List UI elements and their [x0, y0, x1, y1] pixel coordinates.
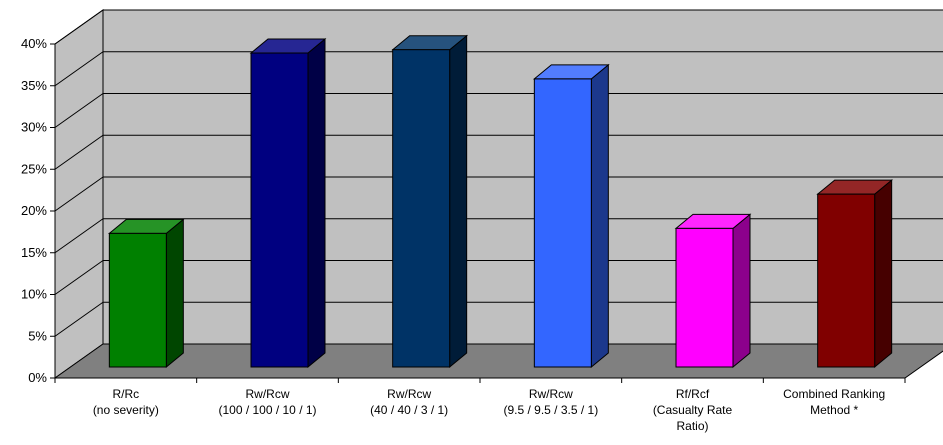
floor	[53, 343, 943, 379]
bar-front	[392, 49, 451, 368]
x-tick-label: Rw/Rcw (9.5 / 9.5 / 3.5 / 1)	[503, 387, 598, 417]
gridlines	[54, 9, 943, 337]
gridline-side	[54, 176, 104, 212]
gridline-side	[54, 218, 104, 254]
y-tick-label: 35%	[21, 78, 47, 93]
bar-side	[307, 37, 326, 369]
gridline-side	[54, 9, 104, 45]
bar-side	[449, 34, 468, 369]
x-tick-label-line: Rw/Rcw	[387, 387, 431, 401]
bar-side	[590, 63, 609, 369]
y-tick-label: 5%	[28, 328, 47, 343]
chart-walls	[53, 9, 943, 379]
x-tick-label-line: Combined Ranking	[783, 387, 885, 401]
gridline-side	[54, 93, 104, 128]
x-tick-label: Combined Ranking Method *	[783, 387, 885, 417]
gridline-side	[54, 301, 104, 337]
x-tick-label-line: Rw/Rcw	[246, 387, 290, 401]
y-tick-labels: 0% 5% 10% 15% 20% 25% 30% 35% 40%	[21, 36, 47, 385]
x-tick-label-line: (40 / 40 / 3 / 1)	[370, 403, 448, 417]
bar-5	[816, 179, 894, 369]
y-tick-label: 10%	[21, 287, 47, 302]
y-tick-label: 0%	[28, 370, 47, 385]
bar-2	[391, 34, 469, 369]
x-tick-label: Rf/Rcf (Casualty Rate Ratio)	[653, 387, 733, 433]
bar-front	[108, 232, 167, 368]
x-tick-label-line: (9.5 / 9.5 / 3.5 / 1)	[503, 403, 598, 417]
gridline-side	[54, 260, 104, 295]
x-tick-label: R/Rc (no severity)	[93, 387, 159, 417]
gridline-side	[54, 51, 104, 87]
x-tick-label-line: Ratio)	[676, 419, 708, 433]
x-tick-label-line: (100 / 100 / 10 / 1)	[218, 403, 316, 417]
x-tick-label-line: (Casualty Rate	[653, 403, 733, 417]
bar-front	[250, 52, 309, 368]
bar-side	[165, 218, 184, 369]
y-tick-label: 15%	[21, 245, 47, 260]
gridline-side	[54, 134, 104, 170]
x-tick-label-line: R/Rc	[112, 387, 139, 401]
bar-side	[732, 213, 751, 369]
axes	[50, 43, 906, 383]
bar-front	[817, 193, 876, 368]
y-tick-label: 20%	[21, 203, 47, 218]
x-tick-label: Rw/Rcw (100 / 100 / 10 / 1)	[218, 387, 316, 417]
x-tick-label-line: Rf/Rcf	[676, 387, 710, 401]
x-tick-label-line: Method *	[810, 403, 858, 417]
x-tick-label: Rw/Rcw (40 / 40 / 3 / 1)	[370, 387, 448, 417]
bar-front	[675, 227, 734, 368]
bar-front	[533, 78, 592, 368]
x-tick-labels: R/Rc (no severity) Rw/Rcw (100 / 100 / 10 /…	[93, 387, 885, 433]
x-tick-label-line: (no severity)	[93, 403, 159, 417]
bar-4	[674, 213, 752, 369]
bars	[107, 34, 894, 369]
bar-side	[874, 179, 893, 369]
x-tick-label-line: Rw/Rcw	[529, 387, 573, 401]
y-tick-label: 25%	[21, 161, 47, 176]
bar-0	[107, 218, 185, 369]
bar-3	[532, 63, 610, 369]
bar-1	[249, 37, 327, 369]
y-tick-label: 30%	[21, 120, 47, 135]
y-tick-label: 40%	[21, 36, 47, 51]
